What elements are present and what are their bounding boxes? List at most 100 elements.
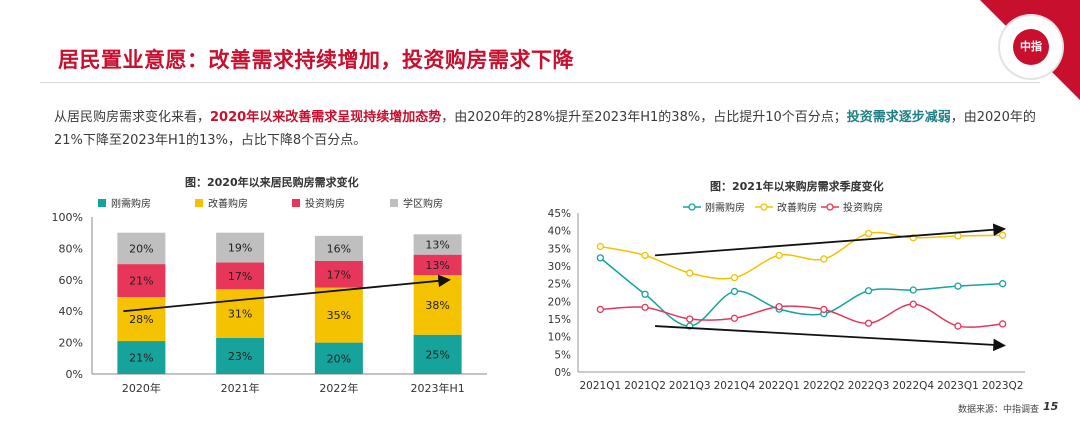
y-tick-label: 15% xyxy=(548,314,571,326)
legend-marker-0 xyxy=(688,203,696,211)
bar-data-label: 21% xyxy=(129,352,153,365)
data-point xyxy=(864,319,873,327)
data-point xyxy=(596,242,604,251)
data-point xyxy=(909,300,917,308)
bar-data-label: 25% xyxy=(425,348,449,361)
legend-swatch-3 xyxy=(390,199,398,207)
bar-data-label: 21% xyxy=(129,275,153,288)
intro-text-1: 从居民购房需求变化来看， xyxy=(54,110,211,125)
data-point xyxy=(686,315,694,323)
legend-label-1: 改善购房 xyxy=(777,201,817,214)
y-tick-label: 20% xyxy=(548,296,571,308)
bar-segment xyxy=(216,232,265,263)
logo-text: 中指 xyxy=(1013,29,1049,65)
y-tick-label: 30% xyxy=(548,261,571,273)
x-tick-label: 2021Q1 xyxy=(580,380,622,392)
y-tick-label: 20% xyxy=(59,337,83,350)
legend-label-2: 投资购房 xyxy=(305,197,345,210)
legend-swatch-0 xyxy=(98,199,106,207)
y-tick-label: 45% xyxy=(548,208,571,220)
x-tick-label: 2021Q4 xyxy=(714,380,756,392)
legend-label-0: 刚需购房 xyxy=(705,201,745,214)
series-line-1 xyxy=(600,231,1003,280)
x-tick-label: 2021Q3 xyxy=(669,380,711,392)
data-source: 数据来源：中指调查 xyxy=(958,405,1040,415)
data-point xyxy=(998,320,1007,328)
data-point xyxy=(641,290,649,298)
legend-label-1: 改善购房 xyxy=(208,197,248,210)
data-point xyxy=(686,269,694,277)
x-tick-label: 2023年H1 xyxy=(410,381,464,395)
intro-highlight-improvement: 2020年以来改善需求呈现持续增加态势 xyxy=(210,110,442,125)
x-tick-label: 2023Q2 xyxy=(982,380,1024,392)
bar-chart-title: 图：2020年以来居民购房需求变化 xyxy=(185,176,359,189)
y-tick-label: 25% xyxy=(548,279,571,291)
title-divider xyxy=(40,82,1040,83)
x-tick-label: 2022Q1 xyxy=(758,380,800,392)
bar-segment xyxy=(314,342,363,374)
data-point xyxy=(820,255,828,263)
x-tick-label: 2023Q1 xyxy=(937,380,979,392)
intro-text-2: ，由2020年的28%提升至2023年H1的38%，占比提升10个百分点； xyxy=(441,110,847,125)
bar-segment xyxy=(117,297,166,342)
y-tick-label: 35% xyxy=(548,243,571,255)
intro-highlight-investment: 投资需求逐步减弱 xyxy=(846,110,951,125)
bar-segment xyxy=(413,334,462,374)
intro-text-3: ，由2020年的21%下降至2023年H1的13%，占比下降8个百分点。 xyxy=(54,110,1036,148)
data-point xyxy=(596,305,604,314)
bar-segment xyxy=(413,254,462,276)
stacked-bar-chart: 刚需购房 改善购房 投资购房 学区购房 0% 20% 40% 60% 80% 100% 21% 28%… xyxy=(52,197,487,395)
legend-label-2: 投资购房 xyxy=(843,201,883,214)
y-tick-label: 10% xyxy=(548,332,571,344)
bar-data-label: 28% xyxy=(129,313,153,326)
intro-paragraph: 从居民购房需求变化来看，2020年以来改善需求呈现持续增加态势，由2020年的2… xyxy=(54,106,1044,152)
bar-data-label: 31% xyxy=(228,308,252,321)
data-point xyxy=(909,286,917,294)
x-tick-label: 2022Q3 xyxy=(848,380,890,392)
legend-marker-1 xyxy=(760,203,768,211)
legend-swatch-2 xyxy=(292,199,300,207)
legend-label-0: 刚需购房 xyxy=(111,197,151,210)
x-tick-label: 2021年 xyxy=(221,381,260,395)
bar-segment xyxy=(117,264,166,298)
bar-data-label: 13% xyxy=(425,238,449,251)
bar-segment xyxy=(117,232,166,265)
quarterly-line-chart: 刚需购房 改善购房 投资购房 0% 5% 10% 15% 20% 25% 30% 35% 40% 45%… xyxy=(548,201,1025,392)
legend-swatch-1 xyxy=(195,199,203,207)
data-point xyxy=(730,274,739,282)
series-line-0 xyxy=(599,257,1003,327)
bar-data-label: 16% xyxy=(327,242,351,255)
data-point xyxy=(730,314,739,322)
y-tick-label: 40% xyxy=(59,305,83,318)
x-tick-label: 2022Q2 xyxy=(803,380,845,392)
page-title: 居民置业意愿：改善需求持续增加，投资购房需求下降 xyxy=(58,48,574,72)
data-point xyxy=(730,287,739,296)
data-point xyxy=(775,302,783,311)
bar-data-label: 38% xyxy=(425,299,449,312)
legend-marker-2 xyxy=(826,203,834,211)
x-tick-label: 2022Q4 xyxy=(892,380,934,392)
y-tick-label: 0% xyxy=(66,368,83,381)
page-number: 15 xyxy=(1043,400,1059,413)
trend-arrow xyxy=(123,274,451,313)
x-tick-label: 2022年 xyxy=(319,381,358,395)
bar-segment xyxy=(413,275,462,335)
bar-segment xyxy=(314,260,363,288)
bar-data-label: 13% xyxy=(425,259,449,272)
bar-segment xyxy=(216,337,265,374)
data-point xyxy=(998,231,1007,239)
trend-arrow-1 xyxy=(655,325,1006,352)
data-point xyxy=(596,254,604,262)
data-point xyxy=(864,287,873,295)
data-point xyxy=(641,303,649,311)
data-point xyxy=(954,282,962,290)
data-point xyxy=(775,251,783,260)
bar-data-label: 19% xyxy=(228,242,252,255)
y-tick-label: 0% xyxy=(554,367,571,379)
x-tick-label: 2021Q2 xyxy=(624,380,666,392)
x-tick-label: 2020年 xyxy=(122,381,161,395)
bar-data-label: 35% xyxy=(327,309,351,322)
y-tick-label: 5% xyxy=(554,349,571,361)
bar-segment xyxy=(216,262,265,290)
data-point xyxy=(954,322,962,330)
